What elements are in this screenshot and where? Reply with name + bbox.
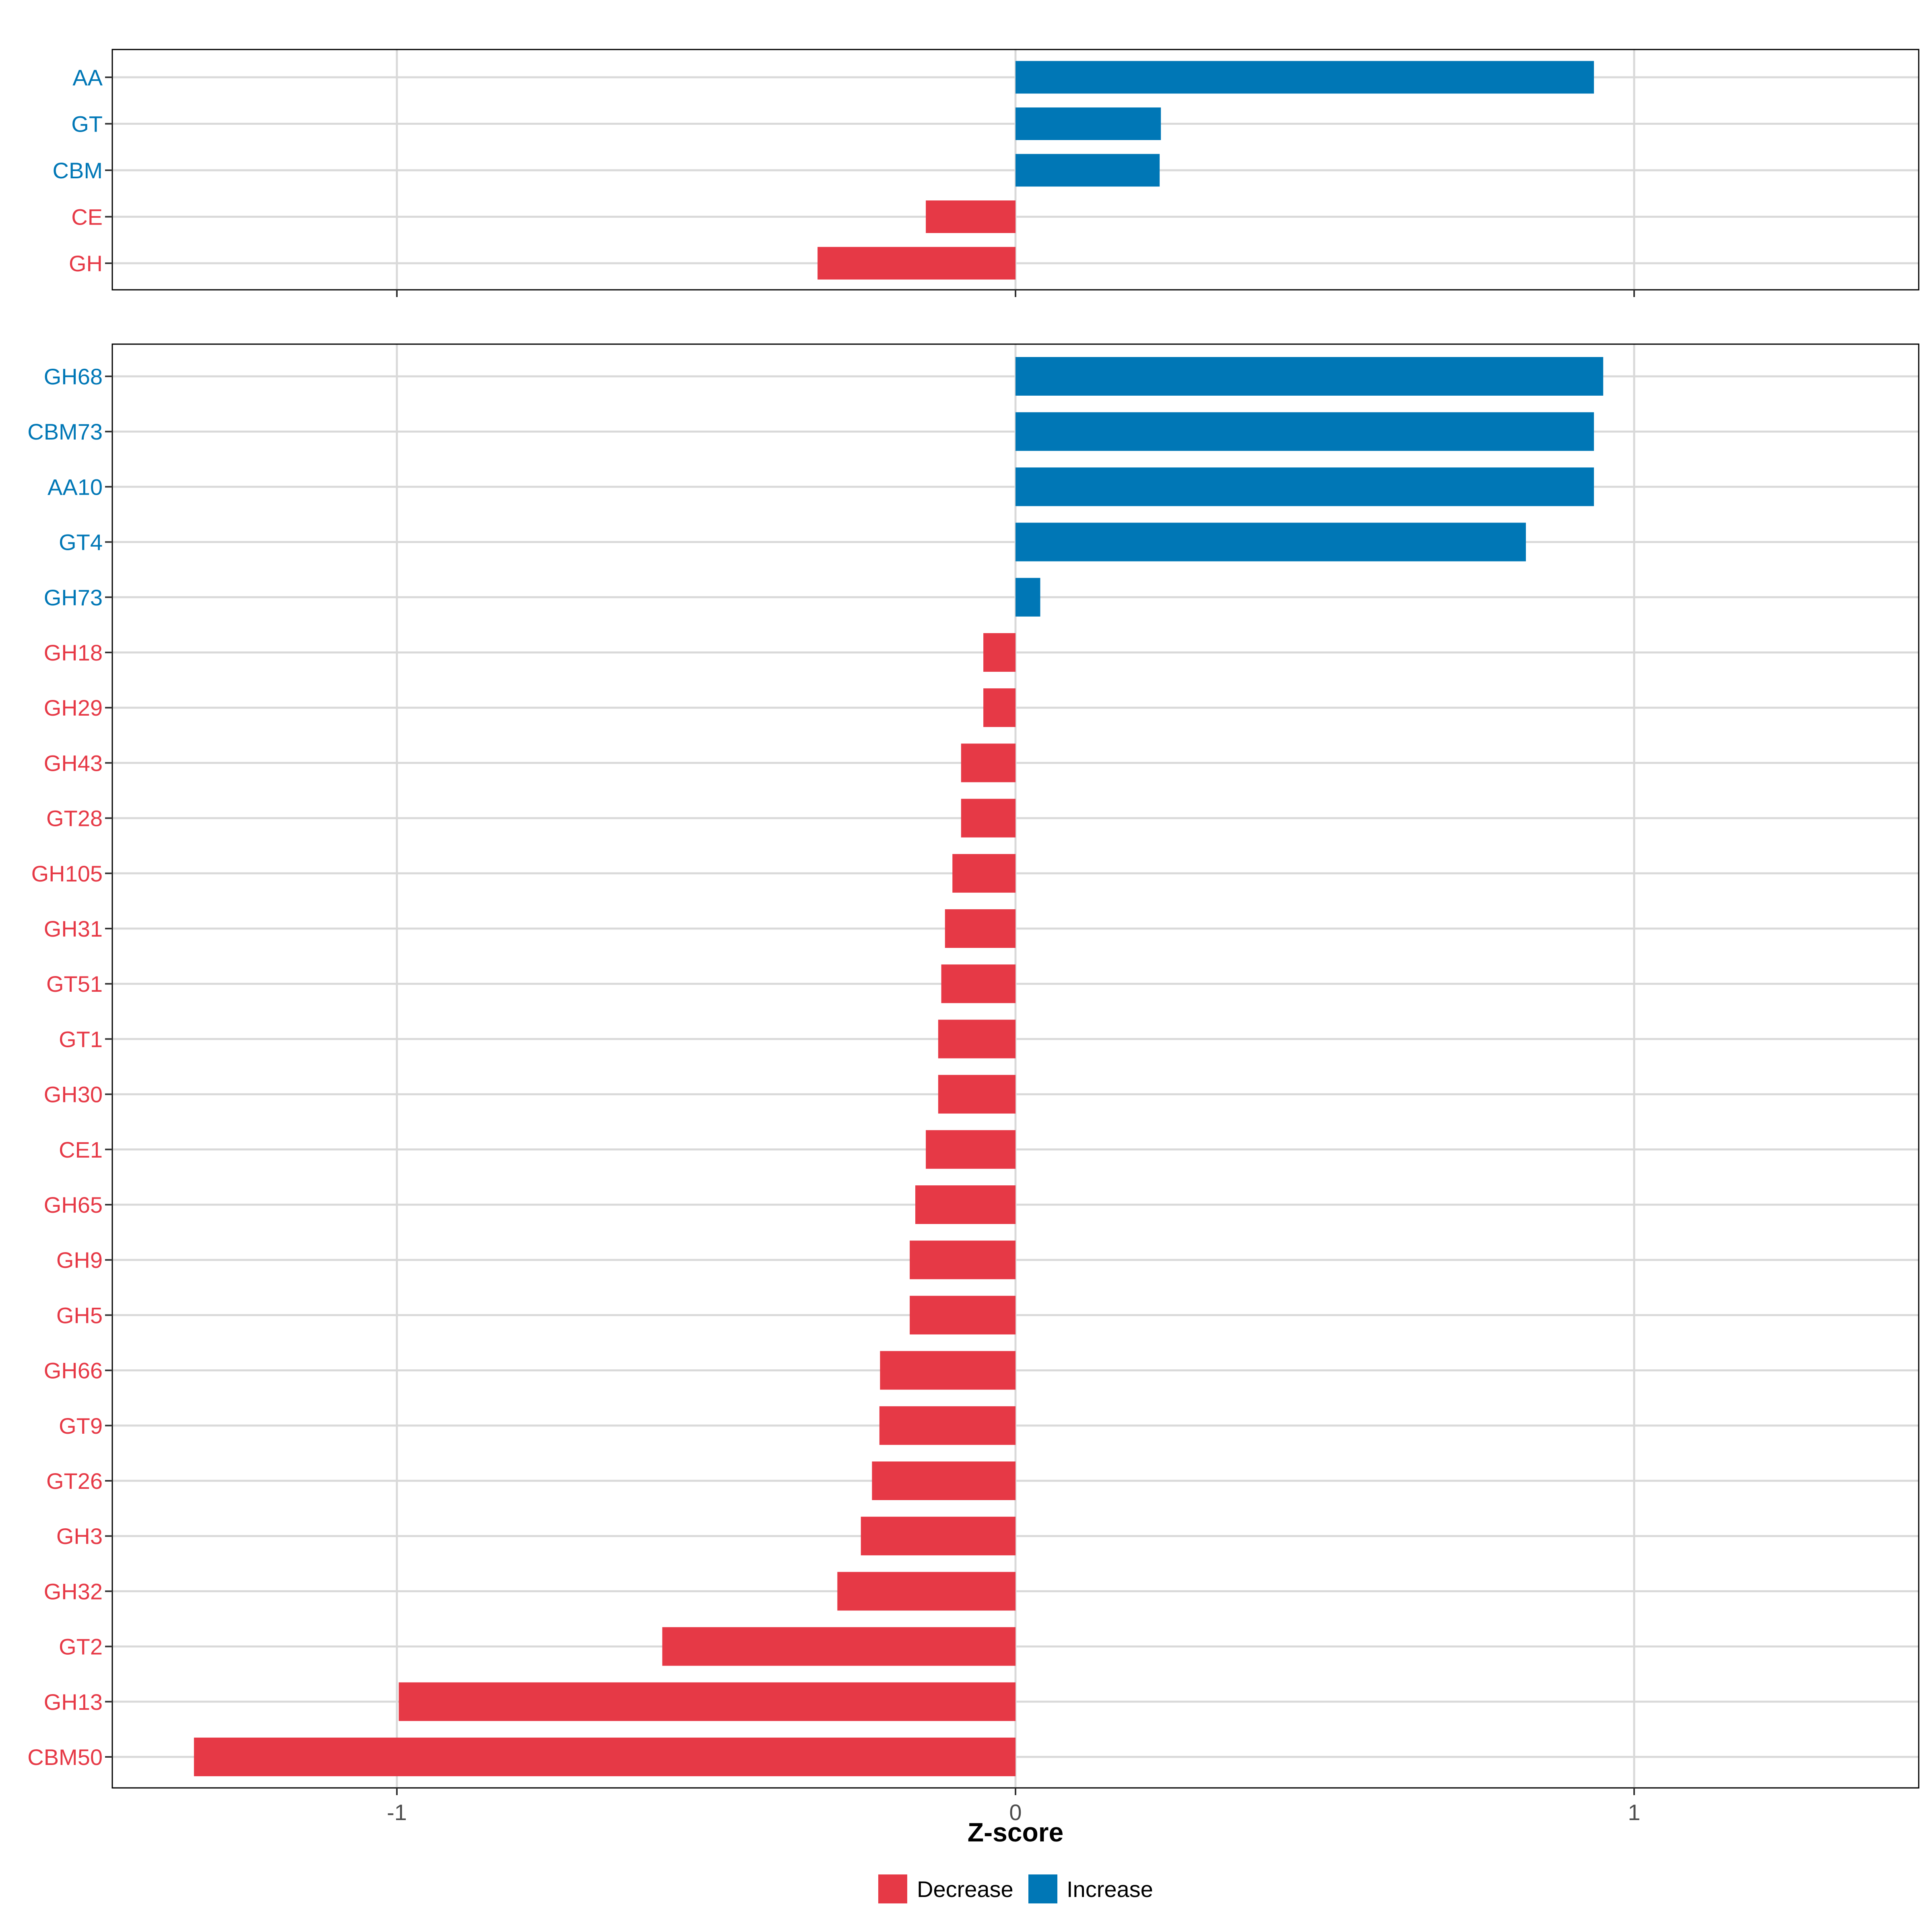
bottom-ylabel-cbm50: CBM50 (27, 1744, 103, 1770)
bottom-ylabel-gh29: GH29 (44, 695, 103, 720)
bottom-bar-gh9 (910, 1241, 1016, 1280)
bottom-bar-gt2 (662, 1627, 1016, 1666)
bottom-bar-gt51 (941, 964, 1016, 1003)
legend-key-decrease (878, 1874, 907, 1903)
bottom-ylabel-gh13: GH13 (44, 1689, 103, 1715)
top-ylabel-gh: GH (69, 251, 103, 276)
bottom-ylabel-gt4: GT4 (59, 530, 103, 555)
bottom-bar-gh43 (961, 743, 1016, 782)
top-bar-gt (1016, 107, 1161, 140)
bottom-bar-cbm73 (1016, 412, 1594, 451)
bottom-ylabel-gh43: GH43 (44, 750, 103, 776)
top-ylabel-aa: AA (72, 65, 103, 90)
legend: Decrease Increase (878, 1874, 1153, 1903)
bottom-bar-gh30 (938, 1075, 1016, 1114)
bottom-bar-gh68 (1016, 357, 1604, 396)
bottom-bar-gt1 (938, 1020, 1016, 1059)
bottom-bar-gh13 (398, 1682, 1016, 1721)
top-ylabel-gt: GT (71, 111, 103, 137)
x-tick-label-1: 0 (1009, 1800, 1022, 1825)
bottom-bar-aa10 (1016, 467, 1594, 506)
top-bar-ce (926, 200, 1016, 233)
bottom-ylabel-aa10: AA10 (47, 474, 103, 500)
bottom-ylabel-ce1: CE1 (59, 1137, 103, 1162)
bottom-bar-gt4 (1016, 522, 1526, 561)
legend-label-increase: Increase (1067, 1876, 1153, 1902)
bottom-ylabel-gh73: GH73 (44, 585, 103, 610)
top-bar-aa (1016, 61, 1594, 94)
bottom-bar-gh31 (945, 909, 1016, 948)
bottom-ylabel-cbm73: CBM73 (27, 419, 103, 444)
bottom-bar-gt26 (872, 1461, 1016, 1500)
bottom-ylabel-gt28: GT28 (46, 806, 103, 831)
bottom-bar-gt28 (961, 799, 1016, 838)
bottom-bar-gh18 (983, 633, 1016, 672)
x-tick-label-0: -1 (387, 1800, 407, 1825)
bottom-ylabel-gh31: GH31 (44, 916, 103, 941)
x-axis-title: Z-score (968, 1817, 1063, 1847)
bottom-ylabel-gh105: GH105 (31, 861, 103, 886)
bottom-bar-cbm50 (194, 1738, 1016, 1776)
legend-label-decrease: Decrease (917, 1876, 1013, 1902)
top-bar-gh (817, 247, 1016, 280)
x-tick-label-2: 1 (1628, 1800, 1640, 1825)
bottom-ylabel-gh68: GH68 (44, 364, 103, 389)
bottom-ylabel-gh32: GH32 (44, 1579, 103, 1604)
bottom-ylabel-gh66: GH66 (44, 1358, 103, 1383)
bottom-bar-gh66 (880, 1351, 1016, 1390)
bottom-bar-gh3 (861, 1517, 1016, 1556)
bottom-ylabel-gh30: GH30 (44, 1082, 103, 1107)
bottom-ylabel-gh18: GH18 (44, 640, 103, 665)
bottom-bar-gh73 (1016, 578, 1040, 617)
bottom-bar-gh65 (915, 1185, 1016, 1224)
bottom-ylabel-gt2: GT2 (59, 1634, 103, 1660)
top-ylabel-ce: CE (71, 204, 103, 230)
bottom-ylabel-gt26: GT26 (46, 1468, 103, 1494)
top-ylabel-cbm: CBM (53, 158, 103, 183)
top-bar-cbm (1016, 154, 1160, 187)
bottom-ylabel-gh3: GH3 (56, 1523, 103, 1549)
bottom-bar-gh105 (952, 854, 1016, 893)
legend-key-increase (1028, 1874, 1057, 1903)
bottom-bar-gt9 (879, 1406, 1016, 1445)
bottom-bar-gh29 (983, 688, 1016, 727)
bottom-ylabel-gt51: GT51 (46, 971, 103, 997)
bottom-ylabel-gh9: GH9 (56, 1247, 103, 1273)
bottom-ylabel-gt9: GT9 (59, 1413, 103, 1439)
bottom-bar-gh5 (910, 1296, 1016, 1335)
bottom-ylabel-gh65: GH65 (44, 1192, 103, 1218)
bottom-bar-gh32 (837, 1572, 1016, 1611)
top-panel: AA GT CBM CE GH (53, 49, 1920, 297)
bottom-ylabel-gt1: GT1 (59, 1026, 103, 1052)
bottom-bar-ce1 (926, 1130, 1016, 1169)
bottom-panel: GH68 CBM73 AA10 GT4 GH73 GH18 GH29 GH43 GT28 GH10… (27, 343, 1920, 1825)
bottom-ylabel-gh5: GH5 (56, 1302, 103, 1328)
